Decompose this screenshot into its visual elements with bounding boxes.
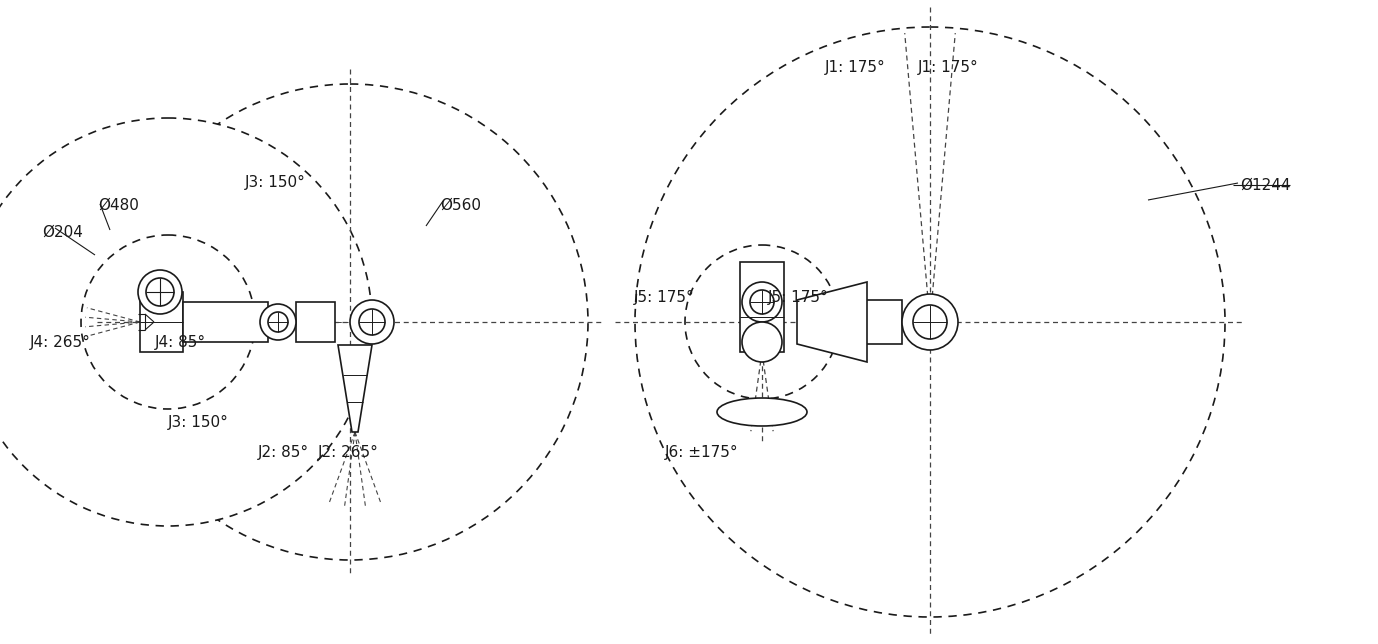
Circle shape [360,309,384,335]
Circle shape [146,278,174,306]
Polygon shape [338,345,372,432]
Bar [296,302,335,342]
Text: J2: 85°: J2: 85° [258,445,309,460]
Bar [141,292,183,352]
Text: J6: ±175°: J6: ±175° [666,445,739,460]
Text: J4: 265°: J4: 265° [30,335,91,350]
Text: Ø1244: Ø1244 [1240,178,1291,193]
Text: J2: 265°: J2: 265° [318,445,379,460]
Circle shape [138,270,182,314]
Text: Ø480: Ø480 [98,198,139,213]
Text: J3: 150°: J3: 150° [245,175,306,190]
Text: J3: 150°: J3: 150° [168,415,229,430]
Circle shape [350,300,394,344]
Text: J1: 175°: J1: 175° [918,60,978,75]
Circle shape [112,84,588,560]
Circle shape [685,245,839,399]
Circle shape [741,282,781,322]
Text: Ø204: Ø204 [41,225,83,240]
Text: J5: 175°: J5: 175° [634,290,695,305]
Bar [740,262,784,352]
Circle shape [635,27,1225,617]
Circle shape [81,235,255,409]
Text: Ø560: Ø560 [440,198,481,213]
Circle shape [741,322,781,362]
Bar [183,302,267,342]
Circle shape [914,305,947,339]
Text: J4: 85°: J4: 85° [154,335,207,350]
Text: J1: 175°: J1: 175° [824,60,886,75]
Circle shape [0,118,372,526]
Circle shape [260,304,296,340]
Ellipse shape [717,398,808,426]
Polygon shape [796,282,867,362]
Bar [802,300,903,344]
Circle shape [750,290,774,314]
Circle shape [903,294,958,350]
Circle shape [267,312,288,332]
Text: J5: 175°: J5: 175° [768,290,828,305]
